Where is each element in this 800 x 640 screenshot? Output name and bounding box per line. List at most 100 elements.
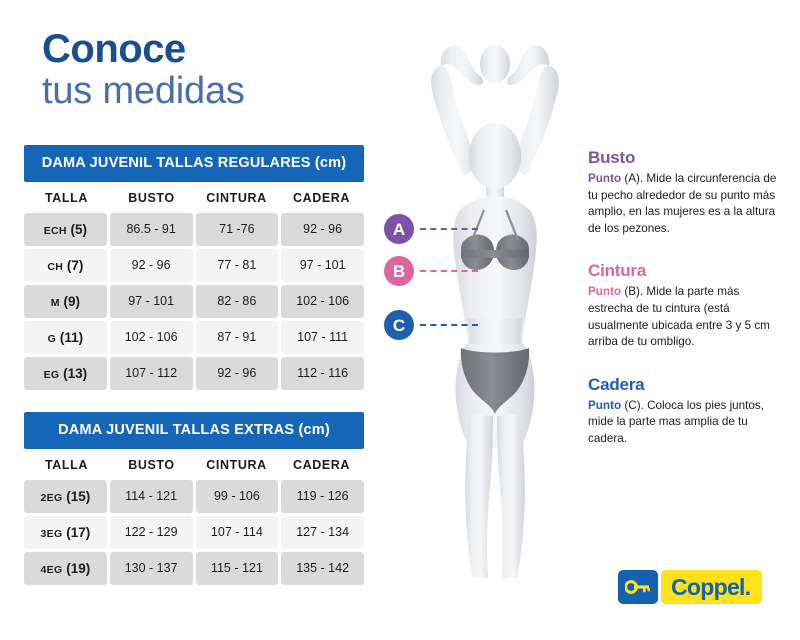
size-number: (7)	[63, 258, 84, 273]
size-number: (13)	[59, 366, 88, 381]
description-cintura-body: Punto (B). Mide la parte más estrecha de…	[588, 284, 786, 350]
description-cintura-punto: Punto	[588, 285, 622, 299]
cell-busto: 97 - 101	[109, 285, 193, 318]
cell-cadera: 107 - 111	[281, 321, 364, 354]
description-busto-title: Busto	[588, 148, 636, 167]
column-header-cintura: CINTURA	[206, 191, 267, 205]
marker-b: B	[384, 256, 478, 286]
table-banner-extras: DAMA JUVENIL TALLAS EXTRAS (cm)	[24, 412, 364, 449]
size-letters: 3EG	[40, 528, 63, 540]
size-letters: G	[47, 333, 57, 345]
size-number: (17)	[62, 525, 91, 540]
table-row: ECH (5) 86.5 - 91 71 -76 92 - 96	[24, 213, 364, 246]
table-column-headers-regular: TALLA BUSTO CINTURA CADERA	[24, 182, 364, 213]
size-number: (19)	[62, 561, 91, 576]
description-cadera-text: (C). Coloca los pies juntos, mide la par…	[588, 398, 765, 446]
measurement-descriptions: Busto Punto (A). Mide la circunferencia …	[588, 148, 786, 472]
table-row: 2EG (15) 114 - 121 99 - 106 119 - 126	[24, 480, 364, 513]
cell-cintura: 87 - 91	[195, 321, 279, 354]
marker-a: A	[384, 214, 478, 244]
cell-cadera: 112 - 116	[281, 357, 364, 390]
size-letters: 4EG	[40, 564, 63, 576]
table-row: EG (13) 107 - 112 92 - 96 112 - 116	[24, 357, 364, 390]
size-letters: 2EG	[40, 492, 63, 504]
size-table-regular: DAMA JUVENIL TALLAS REGULARES (cm) TALLA…	[24, 145, 364, 393]
coppel-logo[interactable]: Coppel .	[618, 570, 763, 604]
description-busto-punto: Punto	[588, 172, 622, 185]
size-number: (11)	[56, 330, 84, 345]
cell-busto: 122 - 129	[109, 516, 193, 549]
table-banner-regular: DAMA JUVENIL TALLAS REGULARES (cm)	[24, 145, 364, 182]
size-table-extras: DAMA JUVENIL TALLAS EXTRAS (cm) TALLA BU…	[24, 412, 364, 588]
cell-busto: 130 - 137	[109, 552, 193, 585]
cell-talla: CH (7)	[24, 249, 107, 282]
size-number: (15)	[62, 489, 91, 504]
column-header-cadera: CADERA	[292, 191, 351, 205]
cell-talla: 2EG (15)	[24, 480, 107, 513]
cell-busto: 102 - 106	[109, 321, 193, 354]
table-row: M (9) 97 - 101 82 - 86 102 - 106	[24, 285, 364, 318]
cell-busto: 107 - 112	[109, 357, 193, 390]
cell-cadera: 135 - 142	[281, 552, 364, 585]
cell-cadera: 102 - 106	[281, 285, 364, 318]
key-icon	[618, 570, 658, 604]
table-row: G (11) 102 - 106 87 - 91 107 - 111	[24, 321, 364, 354]
column-header-talla: TALLA	[44, 458, 89, 472]
cell-cadera: 127 - 134	[281, 516, 364, 549]
description-cintura-text: (B). Mide la parte más estrecha de tu ci…	[588, 285, 770, 349]
cell-cintura: 107 - 114	[195, 516, 279, 549]
cell-cadera: 97 - 101	[281, 249, 364, 282]
table-column-headers-extras: TALLA BUSTO CINTURA CADERA	[24, 449, 364, 480]
cell-cintura: 92 - 96	[195, 357, 279, 390]
cell-talla: M (9)	[24, 285, 107, 318]
marker-c: C	[384, 310, 478, 340]
page-title: Conoce tus medidas	[42, 28, 245, 113]
column-header-busto: BUSTO	[128, 191, 175, 205]
cell-talla: EG (13)	[24, 357, 107, 390]
cell-cintura: 115 - 121	[195, 552, 279, 585]
description-cadera-body: Punto (C). Coloca los pies juntos, mide …	[588, 398, 786, 448]
cell-cadera: 119 - 126	[281, 480, 364, 513]
cell-cintura: 82 - 86	[195, 285, 279, 318]
description-cadera-title: Cadera	[588, 374, 645, 394]
size-letters: EG	[43, 369, 60, 381]
table-body-extras: 2EG (15) 114 - 121 99 - 106 119 - 126 3EG (1…	[24, 480, 364, 585]
description-cadera-punto: Punto	[588, 398, 622, 412]
table-row: 4EG (19) 130 - 137 115 - 121 135 - 142	[24, 552, 364, 585]
size-number: (9)	[59, 294, 81, 309]
marker-b-dashed-line	[420, 270, 478, 272]
cell-busto: 92 - 96	[109, 249, 193, 282]
marker-b-badge: B	[384, 256, 414, 286]
female-body-silhouette	[400, 18, 590, 578]
description-busto-body: Punto (A). Mide la circunferencia de tu …	[588, 171, 786, 237]
marker-c-dashed-line	[420, 324, 478, 326]
table-row: CH (7) 92 - 96 77 - 81 97 - 101	[24, 249, 364, 282]
size-letters: CH	[47, 261, 64, 273]
cell-cadera: 92 - 96	[281, 213, 364, 246]
table-row: 3EG (17) 122 - 129 107 - 114 127 - 134	[24, 516, 364, 549]
cell-cintura: 71 -76	[195, 213, 279, 246]
cell-talla: G (11)	[24, 321, 107, 354]
size-number: (5)	[66, 222, 88, 237]
coppel-wordmark: Coppel .	[661, 570, 763, 604]
cell-cintura: 77 - 81	[195, 249, 279, 282]
cell-busto: 86.5 - 91	[109, 213, 193, 246]
cell-talla: 4EG (19)	[24, 552, 107, 585]
description-busto: Busto Punto (A). Mide la circunferencia …	[588, 148, 786, 237]
column-header-cadera: CADERA	[292, 458, 351, 472]
size-letters: ECH	[43, 225, 67, 237]
title-line-2: tus medidas	[42, 70, 245, 113]
title-line-1: Conoce	[42, 27, 186, 71]
marker-a-badge: A	[384, 214, 414, 244]
description-cintura-title: Cintura	[588, 261, 647, 281]
marker-c-badge: C	[384, 310, 414, 340]
description-cintura: Cintura Punto (B). Mide la parte más est…	[588, 261, 786, 350]
table-body-regular: ECH (5) 86.5 - 91 71 -76 92 - 96 CH (7) 92 - …	[24, 213, 364, 390]
column-header-busto: BUSTO	[128, 458, 175, 472]
cell-cintura: 99 - 106	[195, 480, 279, 513]
column-header-cintura: CINTURA	[206, 458, 267, 472]
column-header-talla: TALLA	[44, 191, 89, 205]
cell-busto: 114 - 121	[109, 480, 193, 513]
size-letters: M	[50, 297, 60, 309]
